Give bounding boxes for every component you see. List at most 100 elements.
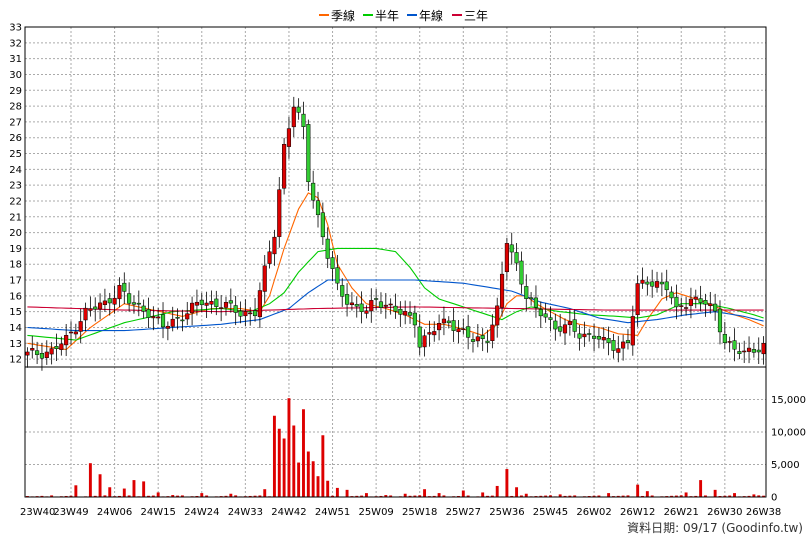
candle-body: [238, 310, 243, 317]
candle-body: [727, 341, 732, 343]
candle: [693, 289, 698, 309]
candle-body: [562, 324, 568, 334]
volume-bar: [650, 495, 654, 497]
candle-body: [359, 303, 364, 313]
volume-bar: [674, 495, 678, 497]
volume-bar: [699, 480, 703, 497]
candle-body: [582, 333, 587, 338]
candle: [543, 302, 548, 323]
candle-body: [533, 297, 539, 308]
volume-bar: [205, 495, 209, 497]
volume-tick-label: 0: [771, 493, 777, 504]
candle: [364, 305, 369, 319]
volume-bar: [292, 425, 296, 497]
candle: [122, 272, 127, 305]
candle-body: [616, 348, 621, 353]
x-tick-label: 26W21: [664, 507, 699, 518]
candle-body: [68, 331, 74, 334]
volume-bar: [156, 492, 160, 497]
volume-panel-frame: [24, 366, 767, 498]
candle: [214, 290, 219, 316]
candle: [68, 321, 74, 345]
candle-body: [378, 301, 384, 308]
candle: [378, 292, 384, 314]
candle-body: [504, 243, 509, 273]
candle: [684, 296, 689, 316]
volume-bar: [442, 495, 446, 497]
candle: [674, 284, 679, 320]
x-tick-label: 24W06: [97, 507, 132, 518]
candle: [562, 318, 568, 346]
candle-body: [679, 305, 684, 307]
candle: [64, 323, 69, 357]
candle-body: [519, 260, 524, 285]
candle: [165, 321, 170, 341]
candle: [398, 301, 403, 327]
volume-bar: [519, 495, 523, 497]
candle-body: [330, 257, 335, 269]
candle: [616, 335, 621, 363]
candle-body: [44, 351, 49, 358]
candle-body: [112, 297, 117, 305]
candle-body: [490, 324, 495, 341]
volume-tick-label: 5,000: [771, 460, 800, 471]
candle-body: [83, 307, 88, 321]
candle: [592, 323, 597, 352]
candle: [403, 300, 408, 325]
candle-body: [437, 323, 442, 331]
volume-bar: [486, 495, 489, 497]
candle-body: [59, 343, 64, 350]
candle: [664, 269, 669, 301]
price-tick-label: 15: [9, 307, 22, 318]
candle-body: [156, 316, 161, 319]
volume-bar: [224, 495, 228, 497]
volume-bar: [733, 493, 736, 497]
price-tick-label: 12: [9, 355, 22, 366]
legend-label-3year: 三年: [464, 9, 488, 23]
volume-bar: [413, 495, 417, 497]
candle: [480, 328, 485, 352]
volume-bar: [200, 493, 204, 497]
candle: [514, 242, 519, 272]
candle: [170, 306, 175, 332]
candle-body: [407, 312, 413, 316]
volume-bar: [762, 495, 766, 497]
volume-bar: [403, 493, 407, 497]
candle-body: [78, 321, 83, 332]
candle-body: [422, 335, 427, 348]
candle: [228, 288, 233, 313]
volume-bar: [490, 495, 494, 497]
candle: [417, 314, 422, 356]
candle: [451, 308, 456, 342]
volume-bar: [117, 495, 121, 497]
candle: [732, 328, 737, 362]
candle: [44, 340, 49, 365]
candle: [446, 316, 451, 329]
volume-bar: [282, 438, 286, 497]
candle-body: [732, 340, 737, 350]
candle-body: [621, 341, 626, 349]
candle: [645, 276, 650, 296]
candle-body: [654, 281, 660, 288]
candle-body: [722, 333, 727, 343]
candle: [751, 342, 756, 358]
volume-bar: [461, 490, 465, 497]
candle-body: [180, 319, 185, 322]
x-tick-label: 26W30: [707, 507, 742, 518]
candle-body: [39, 353, 45, 359]
candle: [233, 295, 238, 326]
candle-body: [320, 212, 325, 238]
candle-body: [136, 302, 141, 305]
candle-body: [252, 310, 258, 317]
candle-body: [587, 333, 592, 335]
candle: [25, 347, 30, 368]
candle: [49, 342, 54, 365]
candle: [277, 177, 282, 248]
candle: [553, 313, 558, 341]
candle: [209, 290, 214, 314]
candle-body: [659, 281, 664, 285]
candle-body: [746, 347, 752, 352]
candle-body: [674, 296, 679, 308]
price-tick-label: 25: [9, 149, 22, 160]
